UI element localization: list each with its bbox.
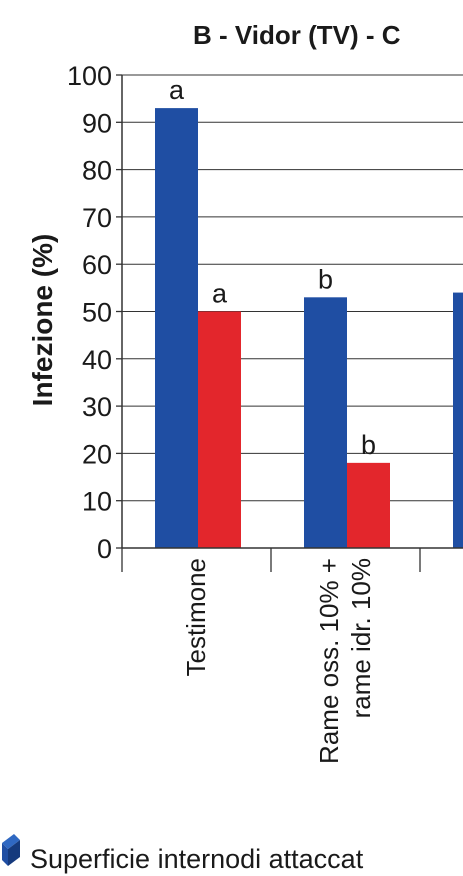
x-category-label: rame idr. 10%	[346, 558, 376, 718]
y-axis-label: Infezione (%)	[27, 234, 58, 407]
y-tick-label: 40	[82, 345, 112, 375]
y-axis-ticks: 0 10 20 30 40 50 60 70 80 90 100	[67, 61, 122, 564]
bar	[453, 292, 463, 548]
x-category-label: Rame oss. 10% +	[314, 558, 344, 764]
legend-swatch-top	[2, 834, 20, 849]
legend: Superficie internodi attaccat	[2, 834, 364, 874]
bar	[155, 108, 198, 549]
legend-label: Superficie internodi attaccat	[30, 844, 364, 874]
y-tick-label: 30	[82, 392, 112, 422]
bar-significance-label: a	[169, 75, 185, 105]
axes	[121, 75, 463, 572]
x-category-label: Testimone	[181, 558, 211, 677]
y-tick-label: 20	[82, 439, 112, 469]
bar-significance-label: b	[318, 264, 333, 294]
y-tick-label: 70	[82, 203, 112, 233]
chart-title: B - Vidor (TV) - C	[193, 20, 401, 50]
y-tick-label: 60	[82, 250, 112, 280]
y-tick-label: 80	[82, 156, 112, 186]
legend-swatch-front	[8, 840, 20, 866]
bars: a b a b	[155, 75, 463, 549]
y-tick-label: 100	[67, 61, 112, 91]
y-tick-label: 10	[82, 487, 112, 517]
y-tick-label: 90	[82, 108, 112, 138]
bar-significance-label: b	[361, 430, 376, 460]
bar	[347, 462, 390, 548]
bar	[304, 297, 347, 548]
legend-swatch-side	[2, 843, 8, 866]
bar	[198, 311, 241, 548]
y-tick-label: 50	[82, 298, 112, 328]
y-tick-label: 0	[97, 534, 112, 564]
bar-significance-label: a	[212, 279, 228, 309]
